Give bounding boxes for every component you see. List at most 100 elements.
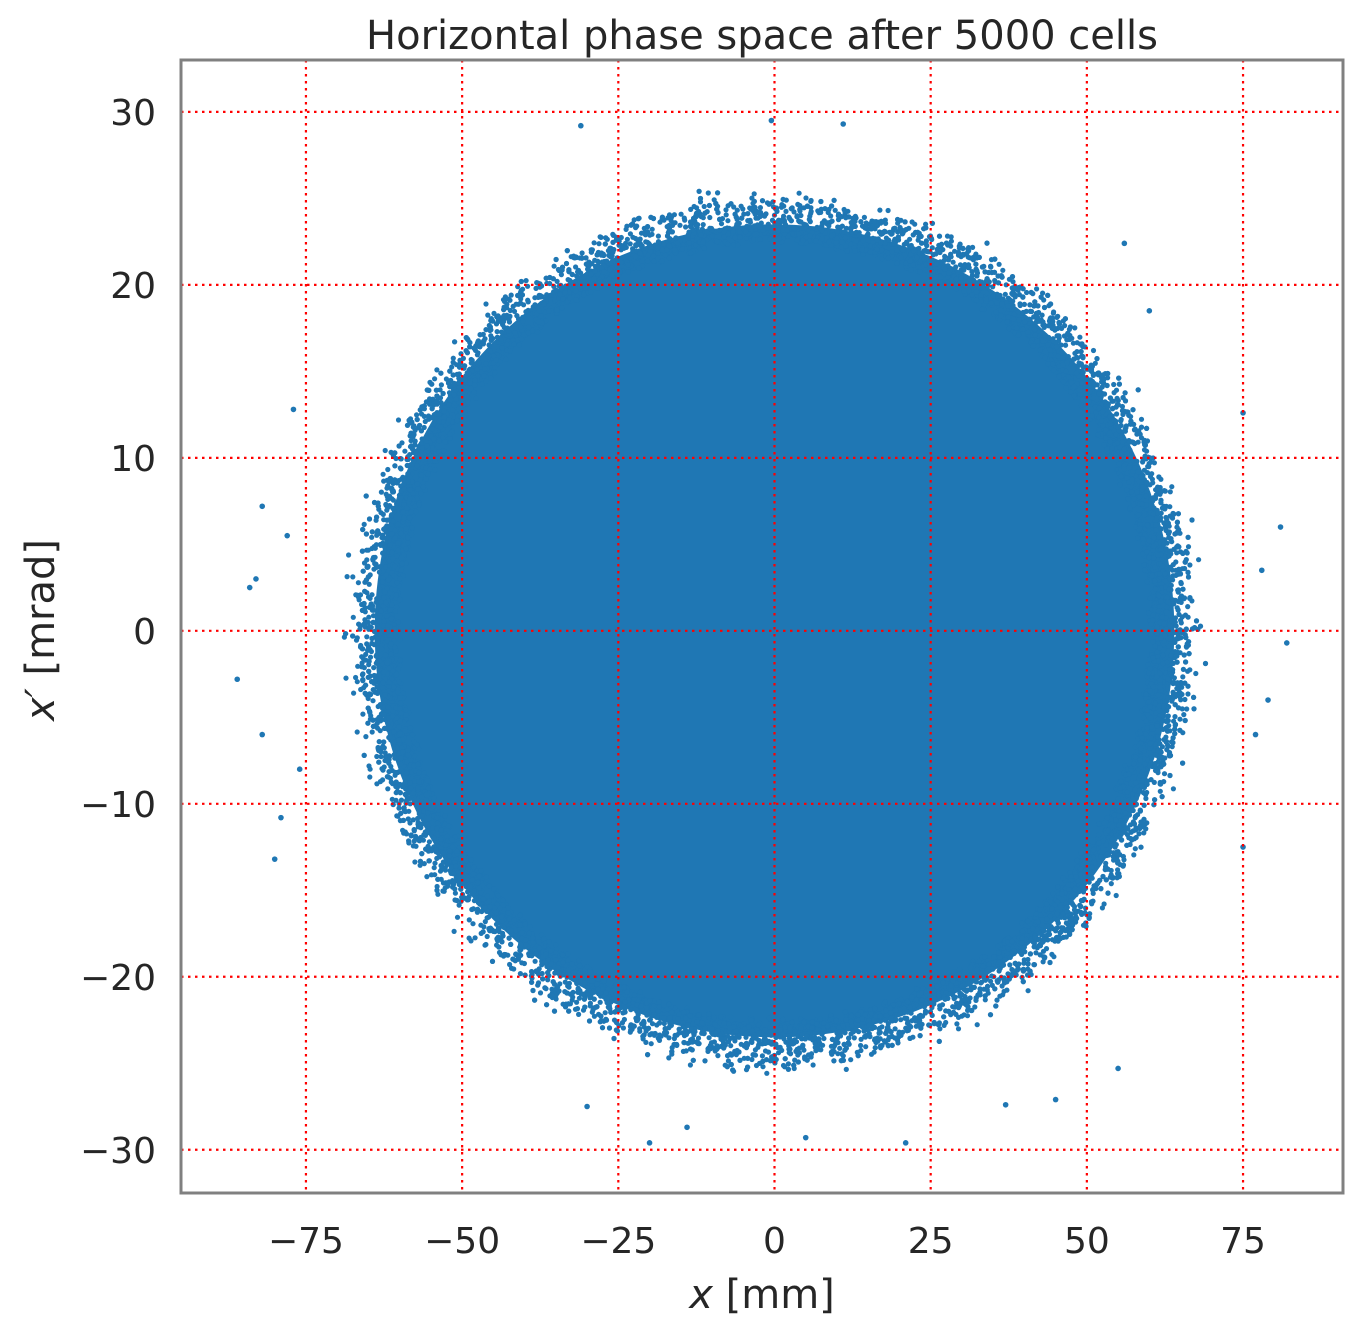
scatter-point: [783, 208, 789, 214]
scatter-point: [380, 550, 386, 556]
scatter-point: [1084, 375, 1090, 381]
scatter-point: [1141, 447, 1148, 453]
scatter-point: [705, 190, 711, 196]
scatter-point: [994, 997, 1000, 1003]
scatter-point: [1019, 920, 1025, 926]
scatter-point: [656, 999, 662, 1005]
scatter-point: [863, 1044, 869, 1050]
scatter-point: [545, 977, 551, 983]
scatter-point: [1077, 334, 1083, 340]
scatter-point: [382, 447, 388, 454]
scatter-point: [381, 478, 387, 484]
scatter-point: [466, 917, 472, 923]
scatter-point: [981, 302, 987, 308]
scatter-point: [1000, 267, 1006, 273]
scatter-point: [1118, 778, 1124, 784]
scatter-point: [426, 839, 432, 845]
scatter-point: [572, 255, 578, 261]
scatter-point: [483, 327, 489, 333]
scatter-point: [1063, 385, 1069, 391]
scatter-point: [1185, 544, 1192, 550]
scatter-point: [434, 367, 440, 373]
scatter-point: [735, 242, 741, 248]
scatter-point: [1143, 795, 1149, 802]
scatter-point: [486, 883, 492, 889]
scatter-point: [996, 261, 1002, 267]
scatter-point: [955, 1026, 962, 1032]
scatter-point: [381, 618, 387, 624]
scatter-point: [843, 1066, 849, 1072]
scatter-point: [1115, 397, 1121, 404]
scatter-point: [957, 990, 963, 996]
scatter-point: [397, 636, 403, 643]
scatter-point: [1070, 340, 1076, 346]
scatter-point: [508, 292, 514, 298]
scatter-point: [706, 1035, 712, 1041]
scatter-point: [953, 264, 959, 270]
scatter-point: [974, 1022, 980, 1028]
scatter-point: [681, 1039, 687, 1046]
scatter-series: [234, 117, 1290, 1146]
scatter-point: [743, 1034, 749, 1040]
scatter-point: [898, 1017, 904, 1023]
scatter-point: [494, 329, 500, 335]
scatter-point: [851, 1035, 857, 1041]
scatter-point: [493, 921, 500, 927]
scatter-point: [841, 229, 847, 235]
scatter-point: [837, 1045, 843, 1051]
scatter-point: [610, 995, 616, 1002]
scatter-point: [765, 1049, 772, 1055]
scatter-point: [725, 218, 731, 224]
scatter-point: [579, 250, 585, 256]
scatter-point: [1170, 786, 1176, 792]
scatter-point: [402, 448, 408, 454]
scatter-point: [401, 830, 407, 836]
scatter-point: [951, 969, 957, 975]
scatter-point: [751, 191, 757, 197]
scatter-point: [1150, 639, 1156, 645]
scatter-point: [1114, 411, 1120, 417]
scatter-point: [418, 490, 424, 497]
scatter-point: [364, 557, 370, 563]
scatter-point: [871, 1049, 877, 1055]
scatter-point: [523, 278, 529, 284]
scatter-point: [462, 409, 468, 415]
scatter-point: [375, 604, 381, 610]
scatter-point: [1184, 706, 1190, 712]
scatter-point: [479, 381, 485, 387]
scatter-point: [764, 1070, 770, 1076]
scatter-point: [1004, 987, 1010, 993]
scatter-point: [398, 797, 405, 803]
scatter-point: [370, 698, 376, 704]
scatter-point: [370, 613, 377, 619]
scatter-point: [785, 1061, 792, 1067]
scatter-point: [395, 666, 401, 672]
scatter-point: [1074, 340, 1080, 346]
scatter-point: [408, 531, 415, 538]
scatter-point: [346, 552, 352, 558]
scatter-point: [734, 207, 740, 213]
scatter-point: [1000, 992, 1006, 998]
scatter-point: [350, 614, 356, 620]
scatter-point: [1137, 494, 1143, 500]
scatter-point: [877, 207, 883, 213]
scatter-point: [366, 581, 372, 587]
scatter-point: [354, 729, 360, 735]
scatter-point: [364, 547, 370, 553]
scatter-point: [700, 222, 706, 228]
scatter-point: [409, 525, 415, 531]
scatter-point: [350, 574, 356, 580]
scatter-point: [344, 574, 350, 580]
scatter-point: [1196, 557, 1202, 563]
scatter-point: [432, 860, 438, 866]
scatter-point: [516, 342, 523, 348]
scatter-point: [1103, 842, 1109, 848]
scatter-point: [990, 966, 996, 972]
scatter-point: [471, 888, 477, 894]
scatter-point: [970, 244, 976, 250]
scatter-point: [360, 711, 366, 717]
scatter-point: [554, 278, 560, 284]
scatter-point: [723, 207, 729, 213]
